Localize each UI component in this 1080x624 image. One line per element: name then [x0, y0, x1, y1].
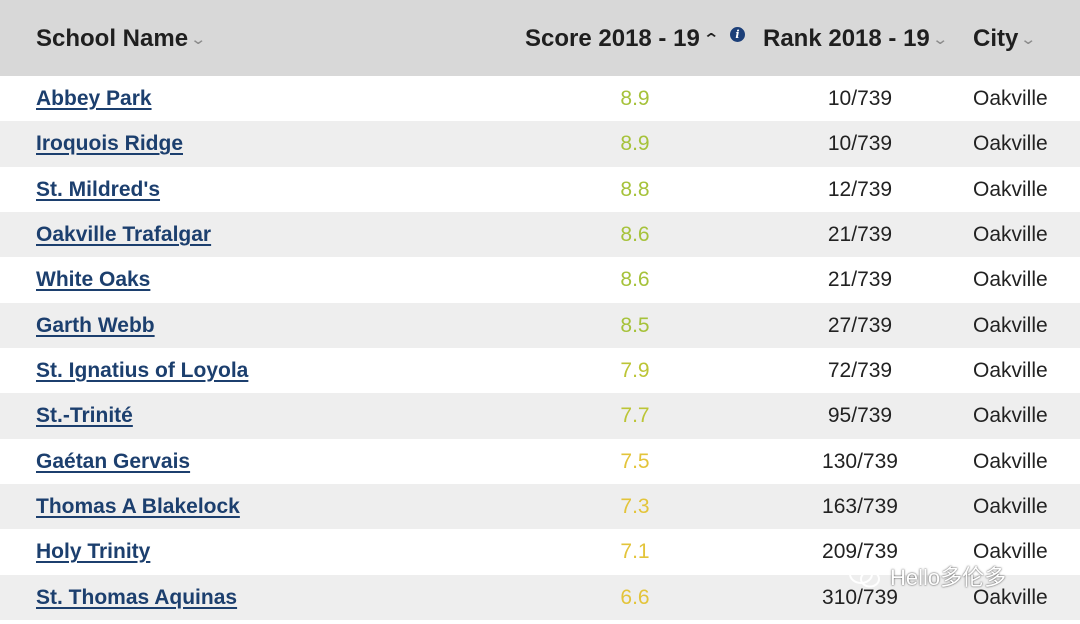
school-name-link[interactable]: St.-Trinité [36, 404, 133, 428]
rank-value: 72/739 [827, 358, 893, 382]
school-name-link[interactable]: Holy Trinity [36, 540, 151, 564]
score-header-label: Score 2018 - 19 [525, 25, 700, 52]
rank-value: 95/739 [827, 404, 893, 428]
city-value: Oakville [973, 449, 1048, 473]
score-value: 8.6 [620, 268, 650, 292]
city-value: Oakville [973, 222, 1048, 246]
score-value: 7.9 [620, 358, 650, 382]
rank-value: 21/739 [827, 222, 893, 246]
watermark-text: Hello多伦多 [890, 565, 1007, 590]
rank-value: 310/739 [822, 585, 898, 609]
school-name-link[interactable]: Garth Webb [36, 313, 155, 337]
city-value: Oakville [973, 87, 1048, 110]
city-value: Oakville [973, 404, 1048, 428]
score-column-header[interactable]: Score 2018 - 19 ⌃ [525, 0, 720, 76]
school-name-column-header[interactable]: School Name ⌄ [36, 0, 207, 76]
city-value: Oakville [973, 358, 1048, 382]
city-header-label: City [973, 25, 1019, 52]
table-row: Garth Webb 8.5 27/739 Oakville [0, 302, 1080, 348]
chevron-down-icon: ⌄ [189, 31, 207, 48]
table-row: Gaétan Gervais 7.5 130/739 Oakville [0, 438, 1080, 484]
table-row: Thomas A Blakelock 7.3 163/739 Oakville [0, 483, 1080, 530]
city-value: Oakville [973, 313, 1048, 337]
table-row: St. Mildred's 8.8 12/739 Oakville [0, 166, 1080, 212]
rank-value: 27/739 [827, 313, 893, 337]
rank-column-header[interactable]: Rank 2018 - 19 ⌄ [763, 0, 949, 76]
school-name-link[interactable]: Iroquois Ridge [36, 132, 183, 156]
score-value: 8.9 [620, 87, 650, 110]
table-row: Iroquois Ridge 8.9 10/739 Oakville [0, 121, 1080, 167]
table-header: School Name ⌄ Score 2018 - 19 ⌃ i Rank 201… [0, 0, 1080, 76]
score-value: 7.7 [620, 404, 650, 428]
city-value: Oakville [973, 177, 1048, 201]
rank-header-label: Rank 2018 - 19 [763, 25, 930, 52]
school-name-header-label: School Name [36, 25, 189, 52]
score-value: 8.6 [620, 222, 650, 246]
city-value: Oakville [973, 494, 1048, 518]
score-value: 7.5 [620, 449, 650, 473]
wechat-icon [849, 564, 880, 588]
table-body: Abbey Park 8.9 10/739 Oakville Iroquois Ridg… [0, 76, 1080, 620]
school-name-link[interactable]: St. Ignatius of Loyola [36, 358, 249, 382]
school-name-link[interactable]: Gaétan Gervais [36, 449, 191, 473]
rank-value: 163/739 [822, 494, 898, 518]
city-value: Oakville [973, 268, 1048, 292]
table-row: St.-Trinité 7.7 95/739 Oakville [0, 393, 1080, 439]
rank-value: 10/739 [827, 87, 893, 110]
score-value: 8.9 [620, 132, 650, 156]
score-value: 7.1 [620, 540, 650, 564]
school-name-link[interactable]: St. Mildred's [36, 177, 161, 201]
table-row: Abbey Park 8.9 10/739 Oakville [0, 76, 1080, 122]
sort-ascending-icon: ⌃ [702, 31, 720, 48]
city-column-header[interactable]: City ⌄ [973, 0, 1038, 76]
chevron-down-icon: ⌄ [1020, 31, 1038, 48]
school-name-link[interactable]: Oakville Trafalgar [36, 222, 212, 246]
table-row: Holy Trinity 7.1 209/739 Oakville [0, 529, 1080, 575]
chevron-down-icon: ⌄ [931, 31, 949, 48]
school-name-link[interactable]: St. Thomas Aquinas [36, 585, 238, 609]
school-name-link[interactable]: White Oaks [36, 268, 151, 292]
info-icon[interactable]: i [730, 27, 745, 42]
city-value: Oakville [973, 585, 1048, 609]
table-row: White Oaks 8.6 21/739 Oakville [0, 257, 1080, 303]
rank-value: 21/739 [827, 268, 893, 292]
city-value: Oakville [973, 132, 1048, 156]
table-row: St. Ignatius of Loyola 7.9 72/739 Oakville [0, 347, 1080, 394]
rank-value: 12/739 [827, 177, 893, 201]
table-row: St. Thomas Aquinas 6.6 310/739 Oakville [0, 574, 1080, 620]
rank-value: 10/739 [827, 132, 893, 156]
watermark: Hello多伦多 [848, 561, 1006, 591]
table-row: Oakville Trafalgar 8.6 21/739 Oakville [0, 211, 1080, 258]
rank-value: 130/739 [822, 449, 898, 473]
score-value: 6.6 [620, 585, 650, 609]
rank-value: 209/739 [822, 540, 898, 564]
school-name-link[interactable]: Thomas A Blakelock [36, 494, 240, 518]
score-value: 8.8 [620, 177, 650, 201]
school-name-link[interactable]: Abbey Park [36, 87, 152, 110]
score-value: 7.3 [620, 494, 650, 518]
score-value: 8.5 [620, 313, 650, 337]
city-value: Oakville [973, 540, 1048, 564]
